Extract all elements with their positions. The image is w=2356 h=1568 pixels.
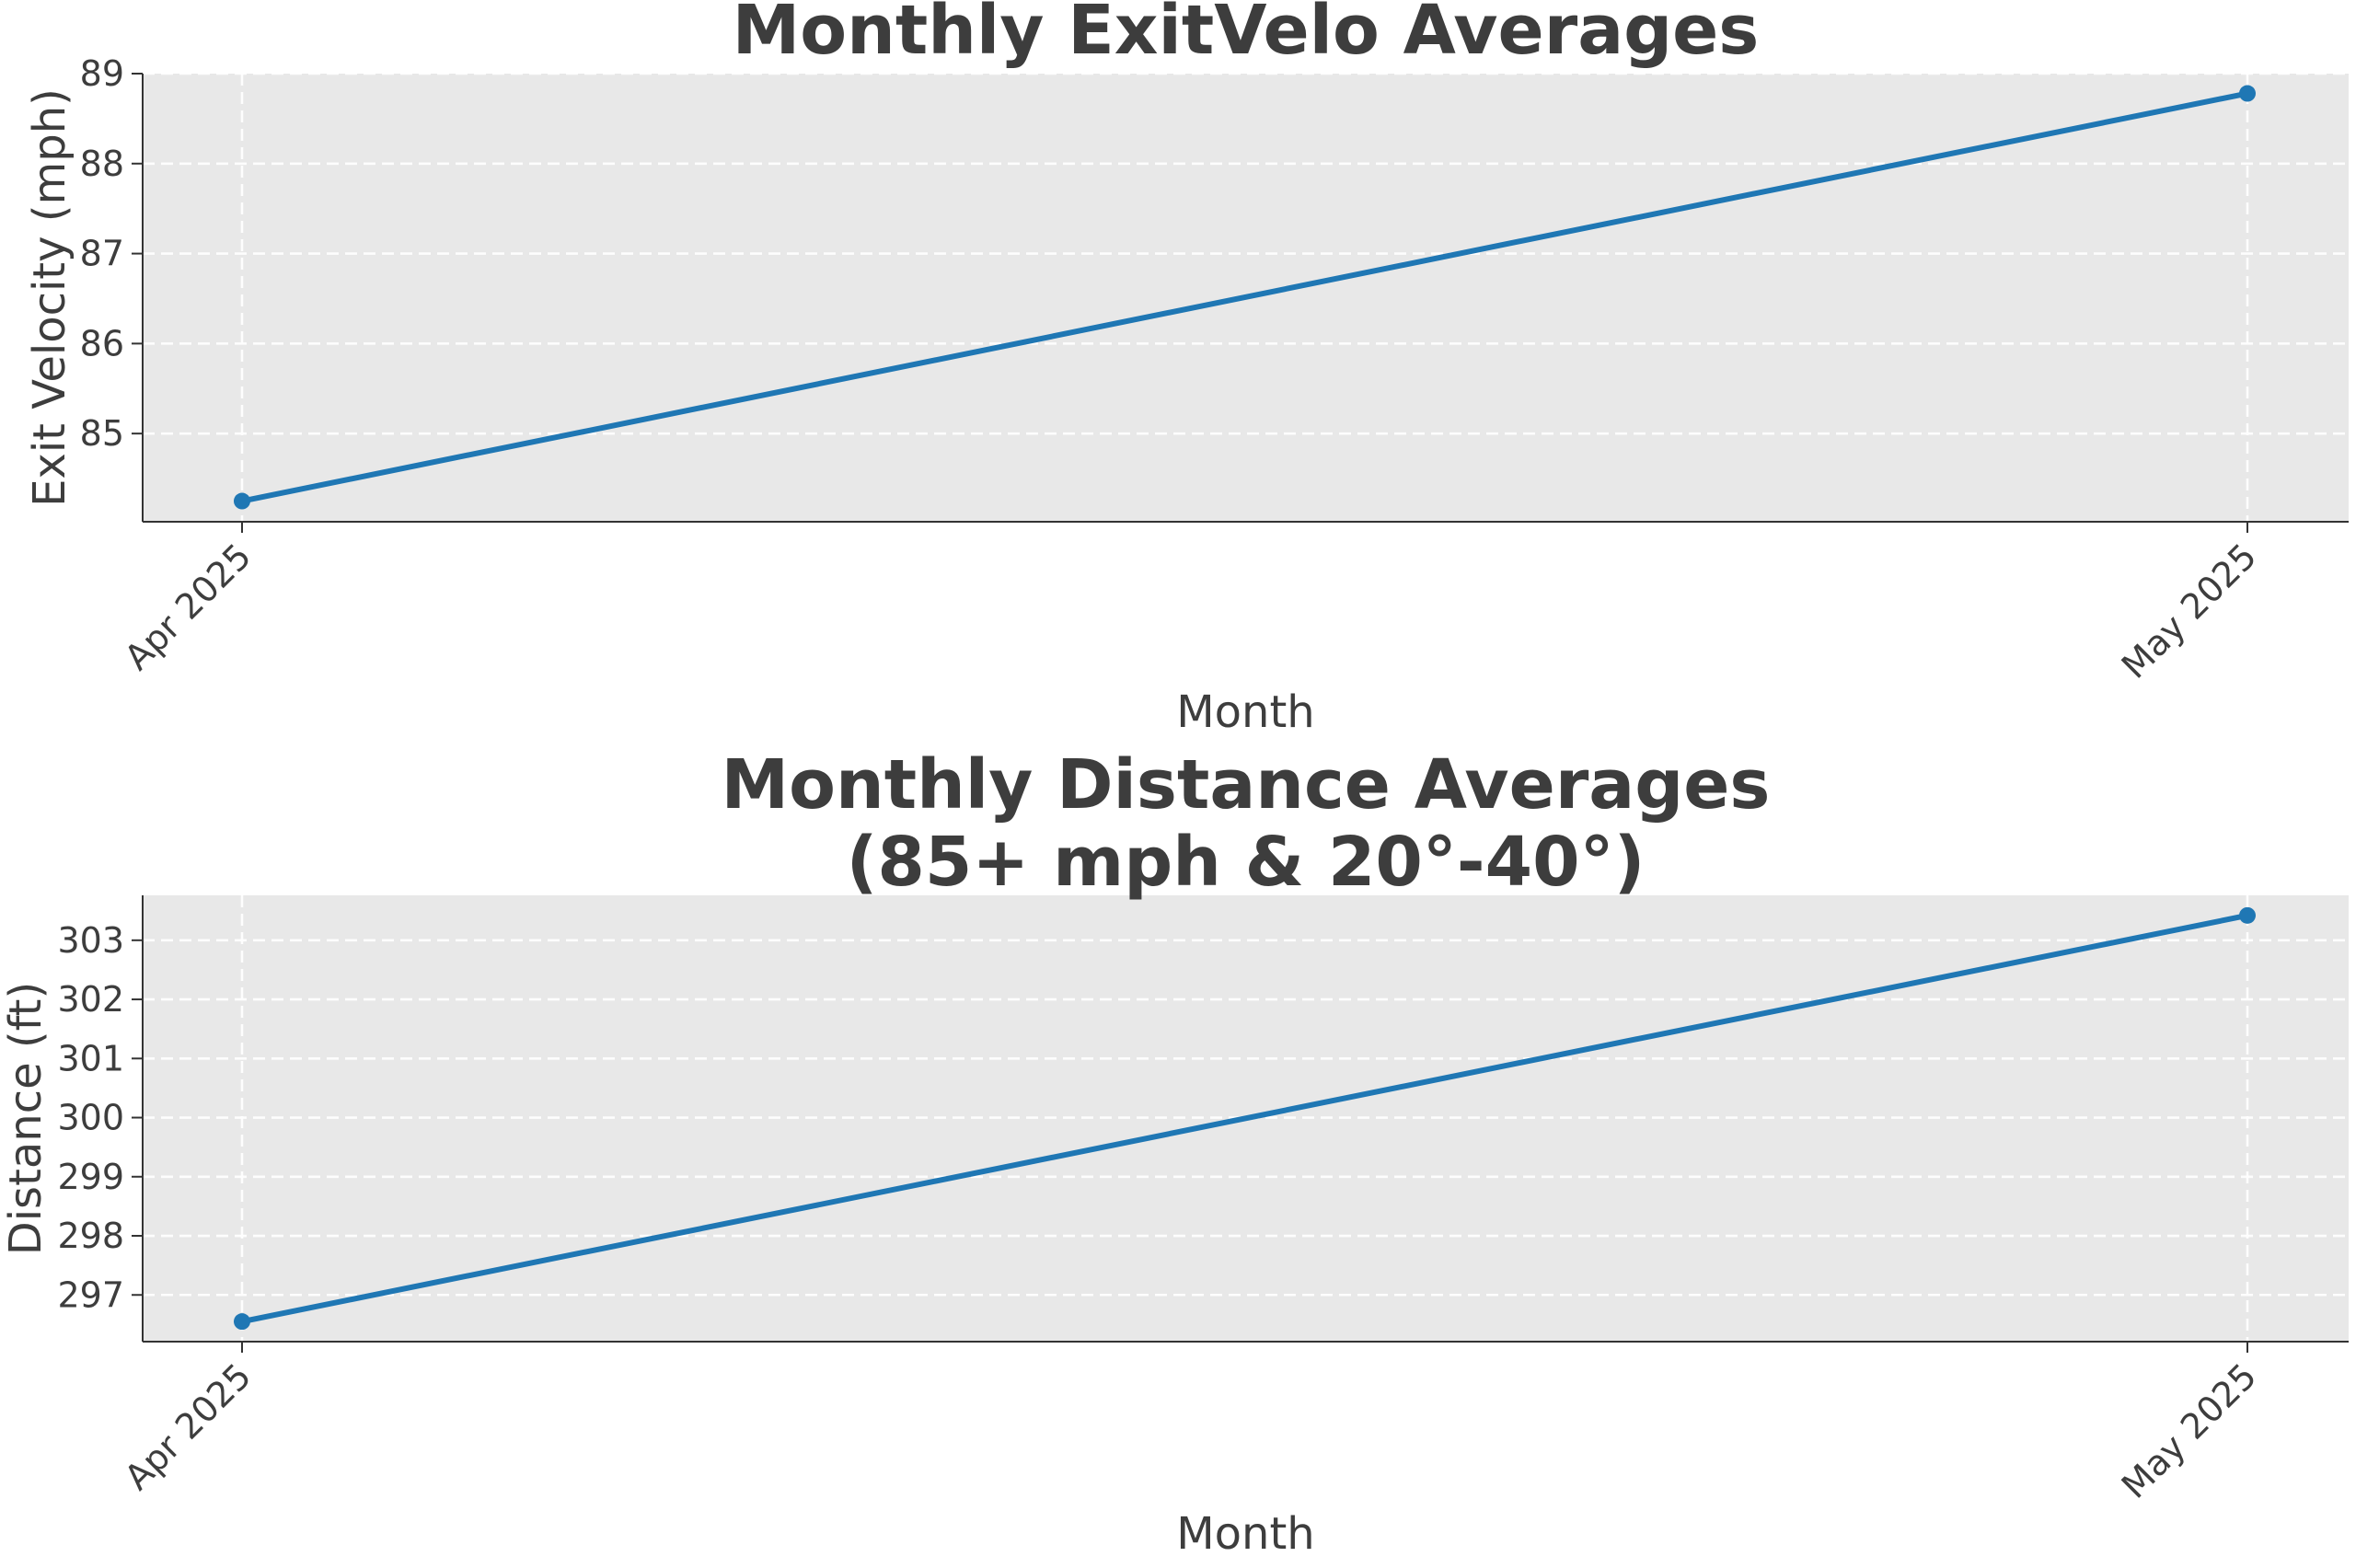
data-point xyxy=(234,492,250,510)
y-tick-label: 85 xyxy=(80,413,124,454)
x-tick-label: Apr 2025 xyxy=(117,536,260,678)
y-tick-label: 87 xyxy=(80,234,124,274)
y-tick-label: 86 xyxy=(80,323,124,363)
x-tick-label: May 2025 xyxy=(2114,536,2265,686)
chart-title: (85+ mph & 20°-40°) xyxy=(847,823,1646,902)
y-tick-label: 299 xyxy=(57,1157,124,1197)
x-tick-label: Apr 2025 xyxy=(117,1355,260,1498)
y-tick-label: 298 xyxy=(57,1216,124,1256)
data-point xyxy=(234,1313,250,1331)
chart-title: Monthly Distance Averages xyxy=(722,745,1771,824)
data-point xyxy=(2239,85,2256,102)
y-tick-label: 300 xyxy=(57,1098,124,1138)
data-point xyxy=(2239,906,2256,924)
y-tick-label: 303 xyxy=(57,920,124,961)
exitvelo-chart: 85 86 87 88 89 Apr 2025 May 2025 Monthly ExitVe… xyxy=(24,0,2349,738)
x-tick-label: May 2025 xyxy=(2114,1355,2265,1506)
chart-title: Monthly ExitVelo Averages xyxy=(733,0,1760,70)
y-axis-label: Exit Velocity (mph) xyxy=(24,88,75,507)
series-line xyxy=(239,90,2250,504)
x-axis-label: Month xyxy=(1176,686,1314,738)
y-axis-label: Distance (ft) xyxy=(0,982,52,1255)
y-tick-label: 89 xyxy=(80,53,124,94)
distance-chart: 297 298 299 300 301 302 303 Apr 2025 May 2025 Mon… xyxy=(0,745,2349,1560)
y-tick-label: 297 xyxy=(57,1274,124,1315)
y-tick-label: 301 xyxy=(57,1038,124,1078)
x-axis-label: Month xyxy=(1176,1508,1314,1560)
y-tick-label: 88 xyxy=(80,144,124,184)
series-line xyxy=(239,912,2250,1325)
y-tick-label: 302 xyxy=(57,979,124,1020)
